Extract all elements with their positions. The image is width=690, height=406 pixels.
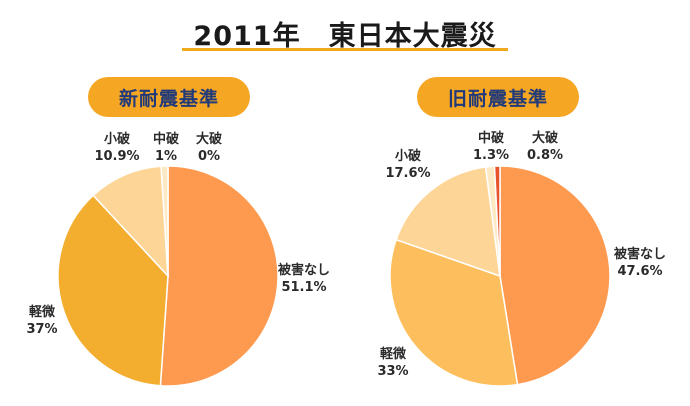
label-new-major: 大破 0% — [195, 132, 223, 164]
label-old-medium: 中破 1.3% — [472, 131, 510, 163]
label-new-no-damage: 被害なし 51.1% — [277, 263, 331, 295]
title-underline — [182, 48, 508, 51]
pie-slice-old-2 — [395, 166, 501, 278]
chart-title-new-standard: 新耐震基準 — [88, 77, 250, 117]
label-old-minor: 軽微 33% — [377, 347, 409, 379]
pie-slice-new-3 — [160, 165, 169, 277]
label-new-small: 小破 10.9% — [94, 132, 140, 164]
pie-slice-old-0 — [499, 165, 611, 386]
label-old-major: 大破 0.8% — [526, 131, 564, 163]
pie-slice-new-0 — [159, 165, 279, 387]
pie-slice-old-1 — [389, 238, 519, 387]
label-new-minor: 軽微 37% — [26, 305, 58, 337]
label-old-no-damage: 被害なし 47.6% — [613, 247, 667, 279]
pie-chart-new-standard — [57, 165, 279, 387]
pie-slice-new-2 — [92, 165, 169, 279]
label-old-small: 小破 17.6% — [385, 149, 431, 181]
page-title: 2011年 東日本大震災 — [193, 21, 497, 52]
chart-title-old-standard: 旧耐震基準 — [417, 77, 579, 117]
label-new-medium: 中破 1% — [152, 132, 180, 164]
pie-slice-new-1 — [57, 194, 169, 387]
pie-chart-old-standard — [389, 165, 611, 387]
pie-slice-old-4 — [493, 165, 501, 277]
